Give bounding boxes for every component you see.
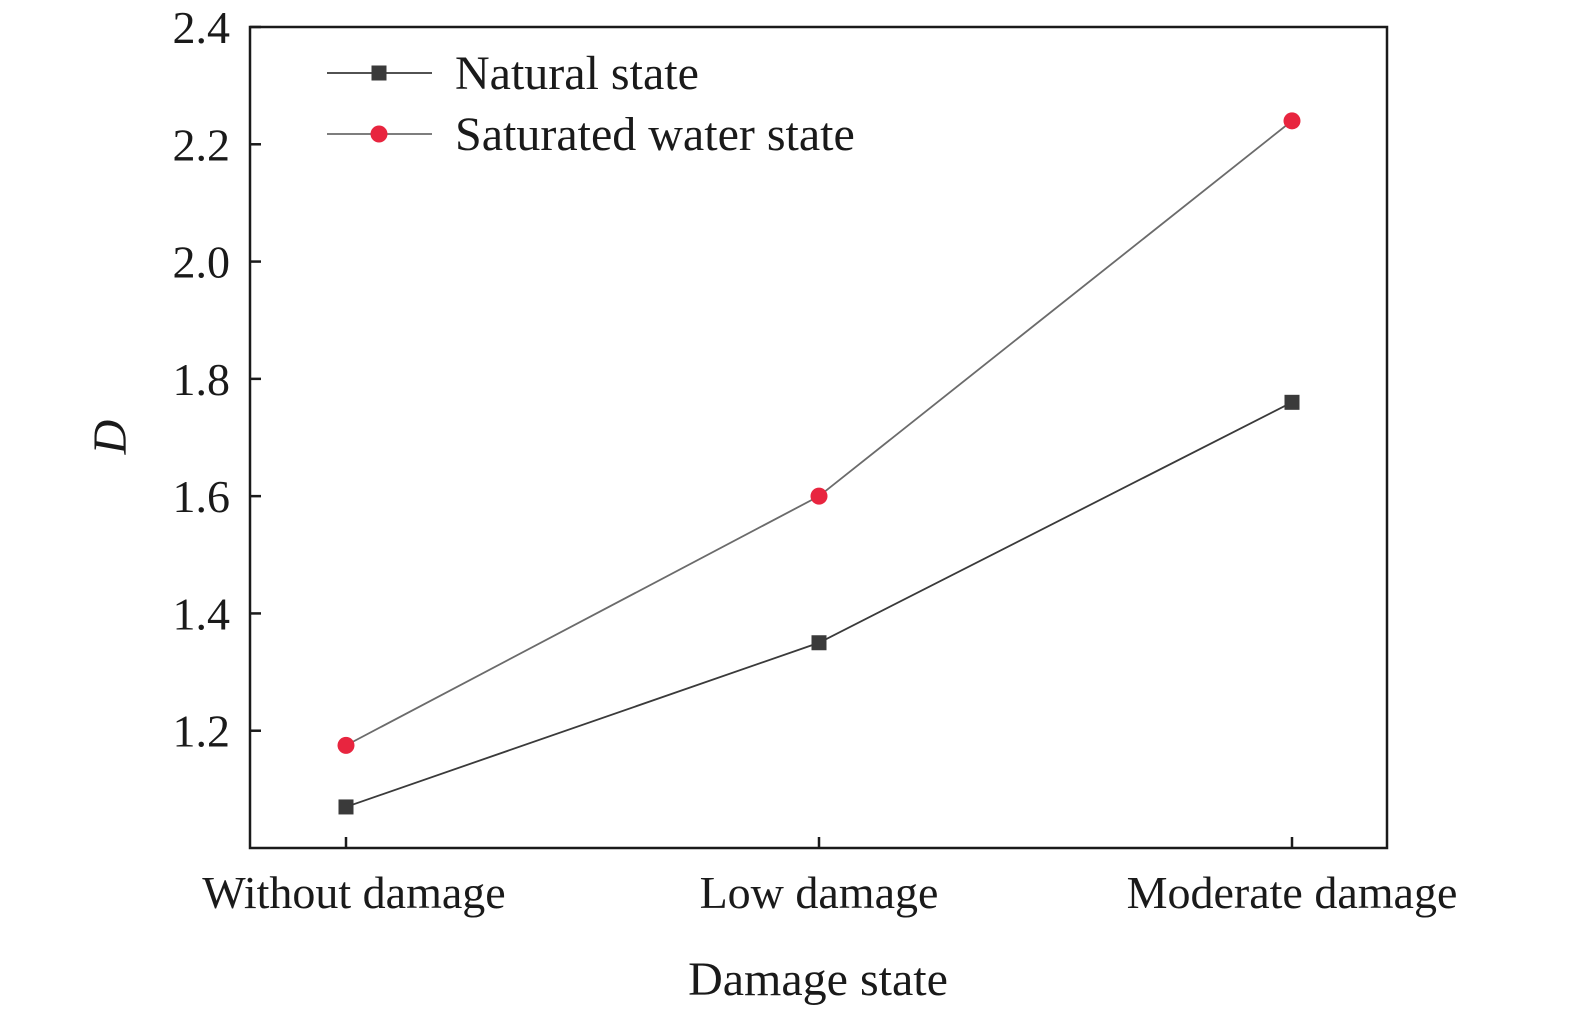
series-line-natural-state — [345, 401, 1293, 808]
legend-entry-natural-state: Natural state — [327, 47, 699, 100]
y-tick-label: 2.0 — [173, 237, 231, 288]
x-axis-ticks: Without damage Low damage Moderate damage — [202, 837, 1457, 918]
x-tick-label-low-damage: Low damage — [700, 867, 939, 918]
legend: Natural state Saturated water state — [327, 47, 855, 161]
legend-entry-saturated-water-state: Saturated water state — [327, 108, 855, 161]
y-tick-label: 1.6 — [173, 471, 231, 522]
data-point-saturated-water-state-without-damage — [337, 736, 355, 754]
y-axis-ticks: 1.2 1.4 1.6 1.8 2.0 2.2 2.4 — [173, 2, 261, 757]
y-tick-label: 2.2 — [173, 119, 231, 170]
series-line-saturated-water-state — [345, 120, 1293, 747]
legend-natural-square-icon — [371, 65, 387, 81]
legend-saturated-label: Saturated water state — [455, 108, 855, 161]
data-point-natural-state-moderate-damage — [1284, 394, 1300, 410]
y-tick-label: 1.8 — [173, 354, 231, 405]
data-point-natural-state-without-damage — [338, 799, 354, 815]
data-point-natural-state-low-damage — [811, 635, 827, 651]
series-layer — [337, 112, 1301, 815]
y-tick-label: 1.4 — [173, 588, 231, 639]
y-tick-label: 1.2 — [173, 706, 231, 757]
legend-saturated-circle-icon — [370, 125, 388, 143]
y-tick-label: 2.4 — [173, 2, 231, 53]
x-tick-label-moderate-damage: Moderate damage — [1127, 867, 1458, 918]
x-tick-label-without-damage: Without damage — [202, 867, 505, 918]
data-point-saturated-water-state-moderate-damage — [1283, 112, 1301, 130]
x-axis-title: Damage state — [688, 953, 948, 1006]
y-axis-title: D — [84, 420, 137, 456]
data-point-saturated-water-state-low-damage — [810, 487, 828, 505]
legend-natural-label: Natural state — [455, 47, 699, 100]
